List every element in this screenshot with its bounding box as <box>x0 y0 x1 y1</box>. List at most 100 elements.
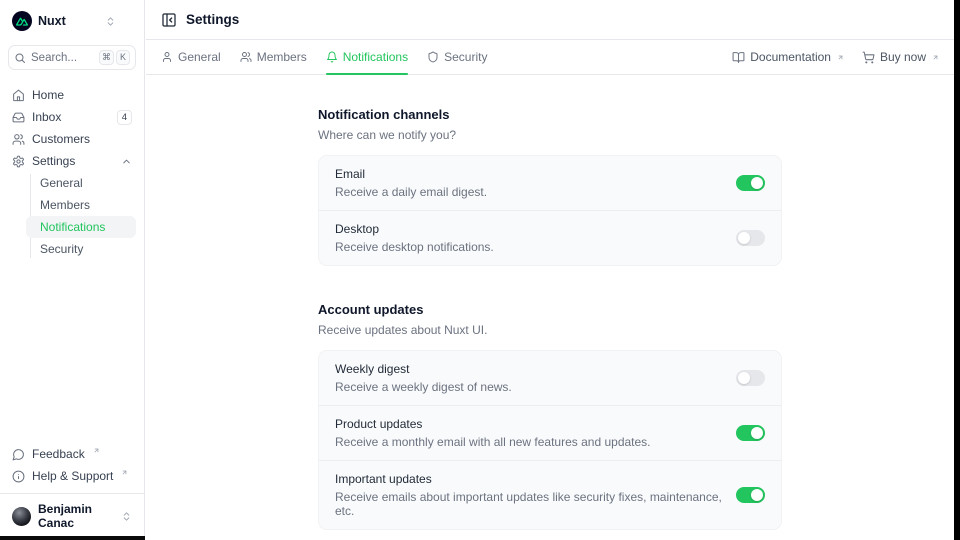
help-support-label: Help & Support <box>32 469 114 483</box>
desktop-toggle[interactable] <box>736 230 765 246</box>
settings-sub-nav: General Members Notifications Security <box>8 172 136 260</box>
sidebar-item-label: Inbox <box>32 110 62 124</box>
documentation-label: Documentation <box>750 50 831 64</box>
message-bubble-icon <box>12 448 25 461</box>
chevrons-up-down-icon <box>121 511 132 522</box>
weekly-digest-toggle[interactable] <box>736 370 765 386</box>
users-icon <box>240 51 252 63</box>
sidebar-item-settings-members[interactable]: Members <box>26 194 136 216</box>
sidebar-item-customers[interactable]: Customers <box>8 128 136 150</box>
screen-edge <box>954 0 957 540</box>
setting-title: Weekly digest <box>335 362 410 376</box>
setting-row-product-updates: Product updates Receive a monthly email … <box>319 405 781 460</box>
setting-description: Receive a daily email digest. <box>335 185 488 199</box>
important-updates-toggle[interactable] <box>736 487 765 503</box>
external-link-icon <box>837 54 844 61</box>
external-link-icon <box>121 469 128 476</box>
sub-item-label: General <box>40 176 83 190</box>
chevrons-up-down-icon <box>105 16 116 27</box>
sidebar-nav: Home Inbox 4 Customers Settings <box>8 84 136 260</box>
sidebar-item-settings-general[interactable]: General <box>26 172 136 194</box>
feedback-link[interactable]: Feedback <box>8 443 136 465</box>
kbd-k: K <box>116 50 130 65</box>
settings-card: Weekly digest Receive a weekly digest of… <box>318 350 782 530</box>
section-notification-channels: Notification channels Where can we notif… <box>318 107 782 266</box>
workspace-name: Nuxt <box>38 14 66 28</box>
toolbar-actions: Documentation Buy now <box>732 40 939 74</box>
external-link-icon <box>932 54 939 61</box>
tab-security[interactable]: Security <box>427 40 487 74</box>
sidebar-item-label: Customers <box>32 132 91 146</box>
setting-title: Desktop <box>335 222 380 236</box>
tab-label: General <box>178 50 221 64</box>
user-menu[interactable]: Benjamin Canac <box>8 494 136 534</box>
screen-edge <box>0 536 145 540</box>
product-updates-toggle[interactable] <box>736 425 765 441</box>
section-account-updates: Account updates Receive updates about Nu… <box>318 302 782 530</box>
workspace-switcher[interactable]: Nuxt <box>8 8 136 34</box>
search-shortcut: ⌘ K <box>99 50 130 65</box>
sub-item-label: Security <box>40 242 84 256</box>
sidebar-item-inbox[interactable]: Inbox 4 <box>8 106 136 128</box>
sub-item-label: Members <box>40 198 91 212</box>
collapse-sidebar-icon[interactable] <box>161 12 177 28</box>
inbox-count-badge: 4 <box>116 109 132 125</box>
page-header: Settings <box>146 0 954 40</box>
sidebar-item-settings-notifications[interactable]: Notifications <box>26 216 136 238</box>
setting-row-important-updates: Important updates Receive emails about i… <box>319 460 781 529</box>
section-description: Where can we notify you? <box>318 128 457 142</box>
sidebar: Nuxt Search... ⌘ K Home <box>0 0 145 540</box>
gear-icon <box>12 155 25 168</box>
sidebar-footer: Feedback Help & Support Benjamin Canac <box>0 443 144 534</box>
email-toggle[interactable] <box>736 175 765 191</box>
feedback-label: Feedback <box>32 447 85 461</box>
shopping-cart-icon <box>862 51 875 64</box>
tab-bar: General Members Notifications <box>146 40 954 75</box>
info-circle-icon <box>12 470 25 483</box>
help-support-link[interactable]: Help & Support <box>8 465 136 487</box>
setting-description: Receive a weekly digest of news. <box>335 380 512 394</box>
sub-item-label: Notifications <box>40 220 106 234</box>
buy-now-link[interactable]: Buy now <box>862 50 939 64</box>
home-icon <box>12 89 25 102</box>
search-placeholder: Search... <box>31 51 78 64</box>
user-icon <box>161 51 173 63</box>
setting-title: Important updates <box>335 472 432 486</box>
tab-members[interactable]: Members <box>240 40 307 74</box>
search-input[interactable]: Search... ⌘ K <box>8 45 136 70</box>
sidebar-item-label: Home <box>32 88 65 102</box>
tab-label: Security <box>444 50 488 64</box>
sidebar-item-settings-security[interactable]: Security <box>26 238 136 260</box>
chevron-up-icon <box>121 156 132 167</box>
kbd-meta: ⌘ <box>99 50 114 65</box>
documentation-link[interactable]: Documentation <box>732 50 844 64</box>
section-title: Notification channels <box>318 107 450 122</box>
tab-label: Members <box>256 50 307 64</box>
sidebar-item-home[interactable]: Home <box>8 84 136 106</box>
buy-now-label: Buy now <box>879 50 926 64</box>
section-title: Account updates <box>318 302 424 317</box>
setting-row-email: Email Receive a daily email digest. <box>319 156 781 210</box>
main-panel: Settings General Members <box>146 0 954 540</box>
setting-row-weekly-digest: Weekly digest Receive a weekly digest of… <box>319 351 781 405</box>
setting-row-desktop: Desktop Receive desktop notifications. <box>319 210 781 265</box>
page-title: Settings <box>186 12 240 27</box>
tabs: General Members Notifications <box>161 40 487 75</box>
tab-general[interactable]: General <box>161 40 221 74</box>
nuxt-logo <box>12 11 32 31</box>
sidebar-divider <box>0 493 144 494</box>
setting-description: Receive emails about important updates l… <box>335 490 722 518</box>
setting-description: Receive a monthly email with all new fea… <box>335 435 651 449</box>
tab-notifications[interactable]: Notifications <box>325 40 409 75</box>
sidebar-item-label: Settings <box>32 154 76 168</box>
sidebar-item-settings[interactable]: Settings <box>8 150 136 172</box>
user-name: Benjamin Canac <box>38 502 93 530</box>
setting-description: Receive desktop notifications. <box>335 240 494 254</box>
setting-title: Product updates <box>335 417 423 431</box>
bell-icon <box>326 51 338 63</box>
tab-label: Notifications <box>342 50 409 64</box>
search-icon <box>14 52 26 64</box>
setting-title: Email <box>335 167 366 181</box>
avatar <box>12 506 31 526</box>
